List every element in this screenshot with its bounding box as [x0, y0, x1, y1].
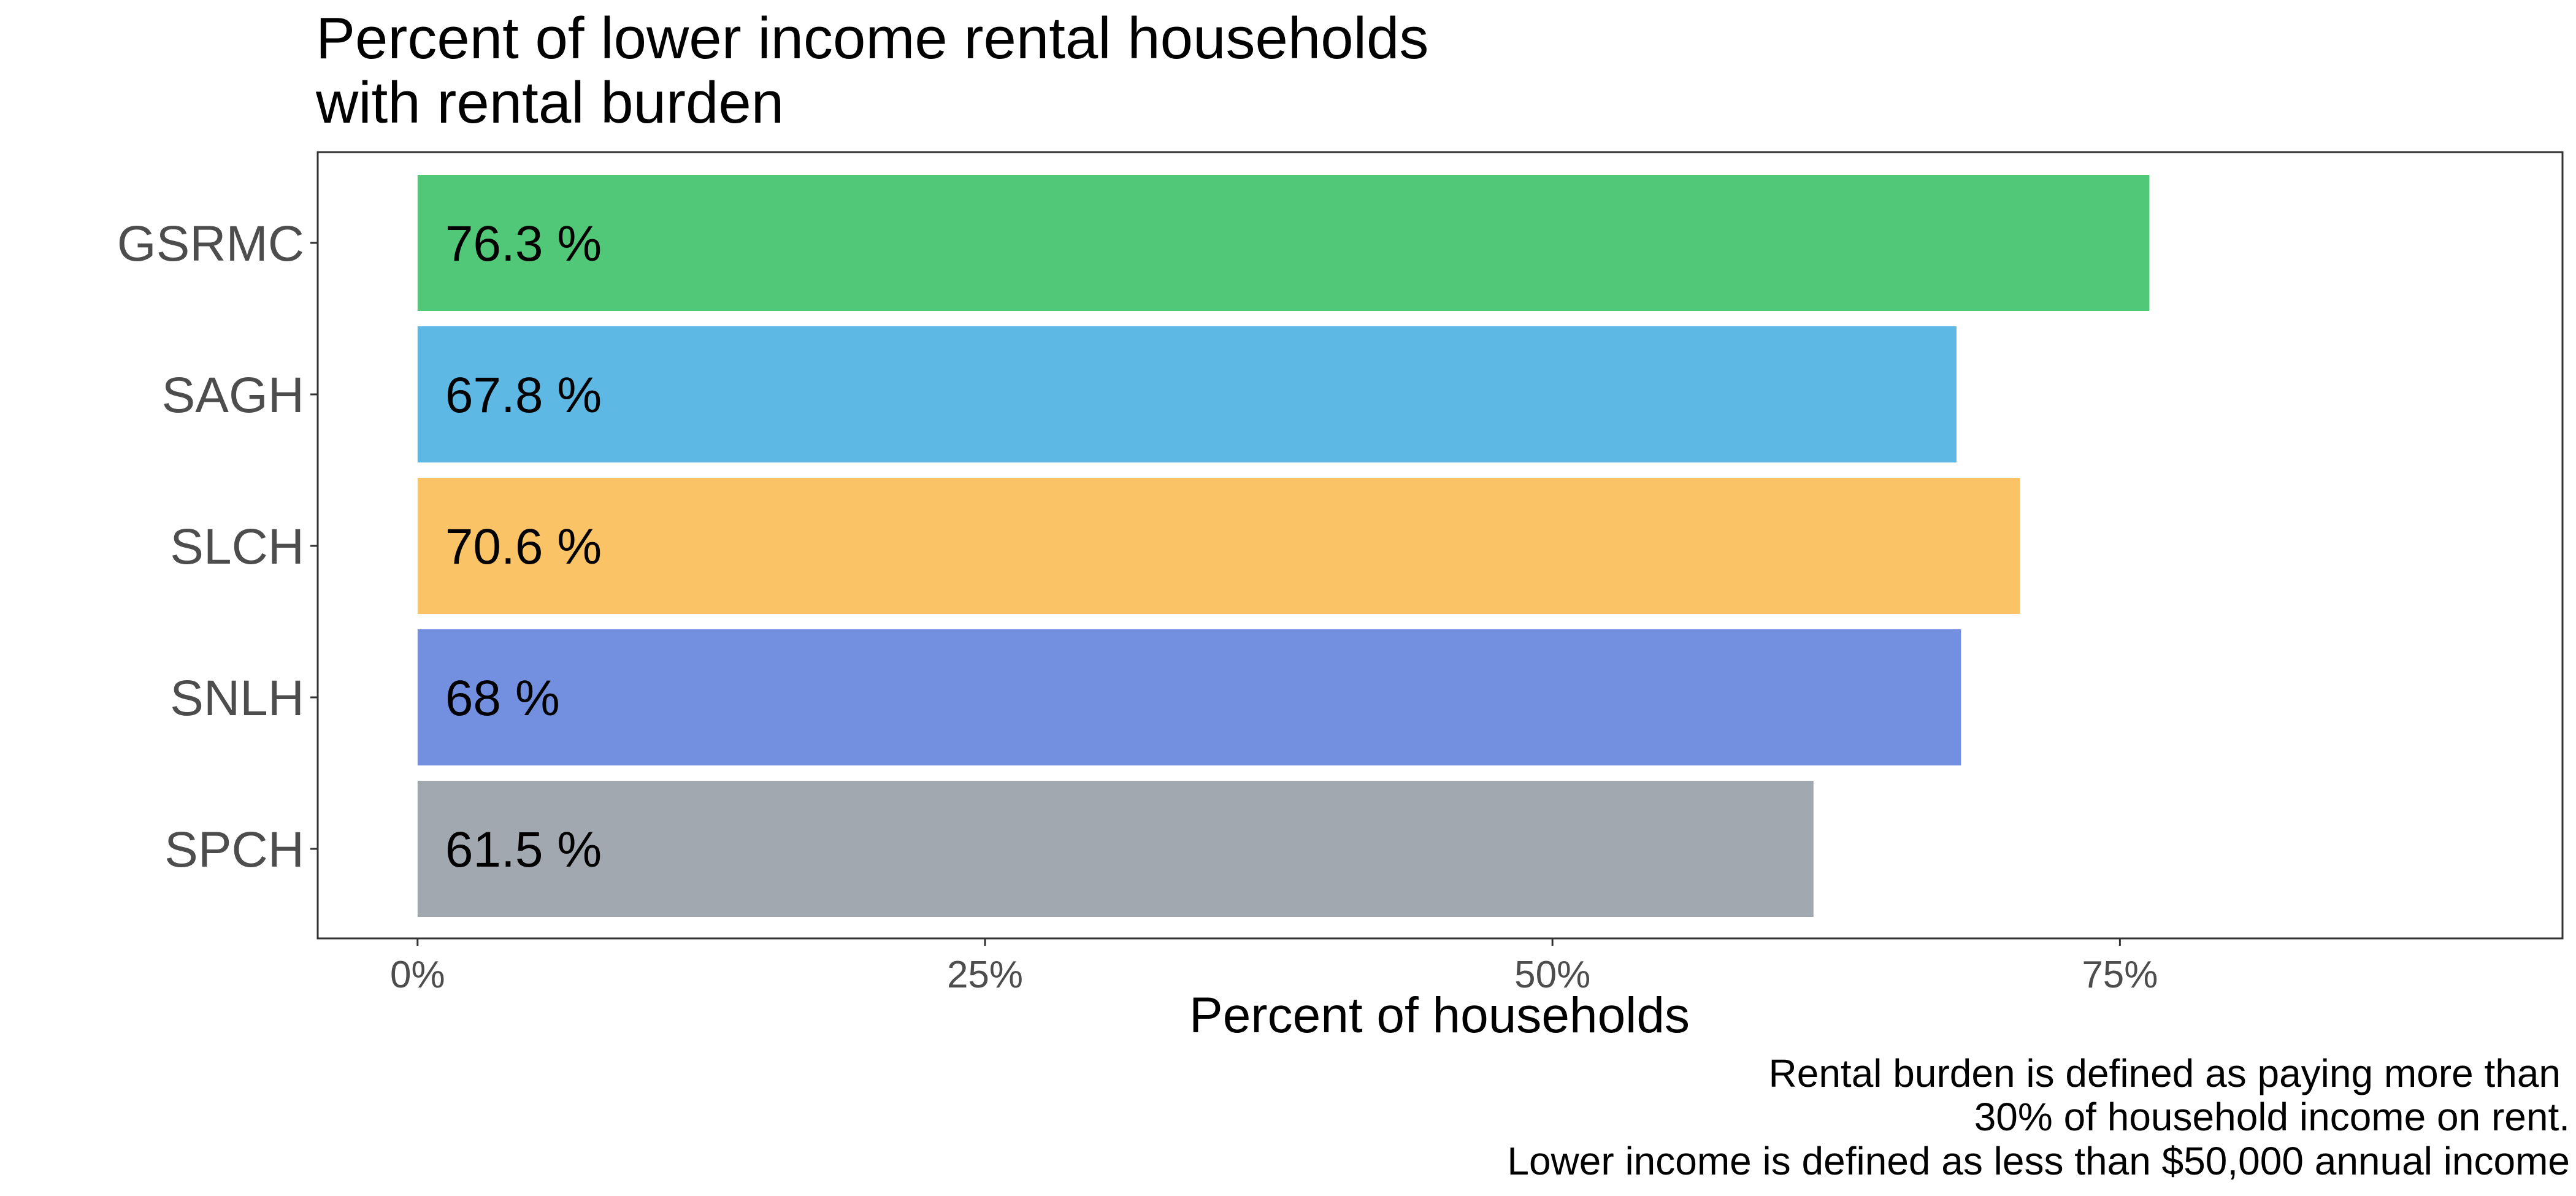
chart-title-line-2: with rental burden [315, 70, 784, 136]
chart-title: Percent of lower income rental household… [315, 6, 1428, 136]
category-label-sagh: SAGH [162, 367, 304, 423]
bar-spch [417, 781, 1814, 917]
data-label-slch: 70.6 % [445, 519, 602, 575]
data-label-sagh: 67.8 % [445, 367, 602, 423]
data-label-spch: 61.5 % [445, 822, 602, 878]
data-label-snlh: 68 % [445, 670, 560, 726]
x-tick-label-25: 25% [947, 954, 1023, 996]
caption-line-2: 30% of household income on rent. [1974, 1095, 2570, 1139]
x-axis: 0% 25% 50% 75% [390, 938, 2158, 996]
category-label-slch: SLCH [170, 519, 304, 575]
caption-line-1: Rental burden is defined as paying more … [1769, 1051, 2561, 1095]
category-label-snlh: SNLH [170, 670, 304, 726]
x-tick-label-0: 0% [390, 954, 445, 996]
category-label-gsrmc: GSRMC [117, 216, 304, 272]
bar-gsrmc [417, 175, 2150, 311]
x-tick-label-50: 50% [1514, 954, 1590, 996]
bar-sagh [417, 326, 1957, 462]
data-label-gsrmc: 76.3 % [445, 216, 602, 272]
chart-title-line-1: Percent of lower income rental household… [316, 6, 1428, 71]
category-axis: GSRMC SAGH SLCH SNLH SPCH [117, 216, 318, 878]
category-label-spch: SPCH [164, 822, 304, 878]
bar-snlh [417, 629, 1961, 765]
bars: 76.3 % 67.8 % 70.6 % 68 % 61.5 % [417, 175, 2150, 917]
caption-line-3: Lower income is defined as less than $50… [1507, 1139, 2570, 1183]
x-tick-label-75: 75% [2082, 954, 2158, 996]
bar-slch [417, 478, 2020, 614]
x-axis-title: Percent of households [1189, 987, 1690, 1043]
caption: Rental burden is defined as paying more … [1507, 1051, 2570, 1183]
